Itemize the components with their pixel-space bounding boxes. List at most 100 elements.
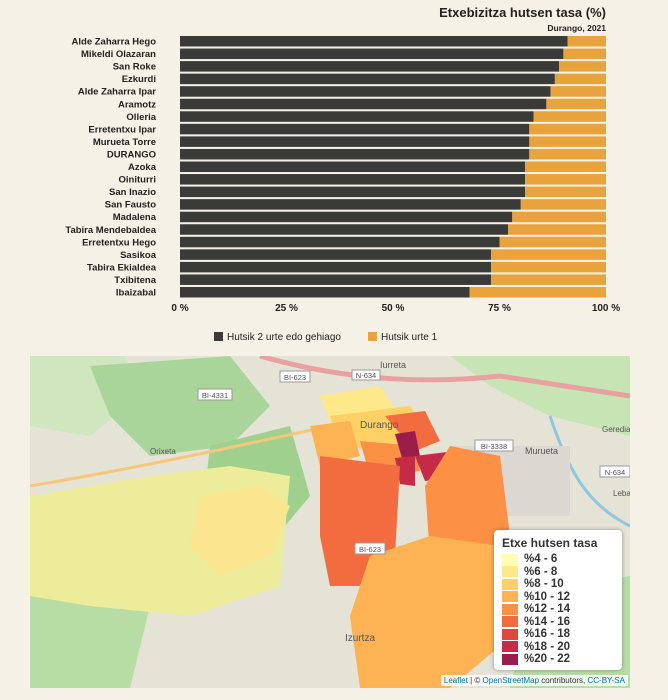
map-legend-item: %6 - 8 bbox=[502, 566, 614, 579]
category-label: Olleria bbox=[126, 112, 156, 123]
x-tick-label: 25 % bbox=[275, 303, 298, 314]
osm-link[interactable]: OpenStreetMap bbox=[482, 676, 540, 685]
map-legend-swatch bbox=[502, 616, 518, 628]
map-legend-item: %8 - 10 bbox=[502, 578, 614, 591]
legend-label: Hutsik urte 1 bbox=[381, 332, 438, 343]
leaflet-link[interactable]: Leaflet bbox=[443, 676, 468, 685]
category-label: Ibaizabal bbox=[116, 288, 156, 299]
category-label: Tabira Mendebaldea bbox=[65, 225, 156, 236]
bar-long-term bbox=[180, 274, 491, 285]
map-legend-item: %14 - 16 bbox=[502, 616, 614, 629]
category-label: Murueta Torre bbox=[93, 137, 156, 148]
map-legend-label: %4 - 6 bbox=[524, 553, 558, 566]
bar-one-year bbox=[508, 224, 606, 235]
bar-one-year bbox=[520, 199, 606, 210]
map-legend-swatch bbox=[502, 653, 518, 665]
river bbox=[548, 415, 630, 528]
category-label: San Inazio bbox=[109, 187, 156, 198]
bar-one-year bbox=[490, 274, 606, 285]
map-legend-swatch bbox=[502, 603, 518, 615]
x-tick-label: 75 % bbox=[488, 303, 511, 314]
svg-text:BI-4331: BI-4331 bbox=[202, 391, 228, 400]
map-legend-swatch bbox=[502, 553, 518, 565]
stacked-bar-chart: Etxebizitza hutsen tasa (%) Durango, 202… bbox=[65, 5, 620, 343]
map-legend-swatch bbox=[502, 628, 518, 640]
map-legend-label: %8 - 10 bbox=[524, 578, 564, 591]
map-legend-label: %18 - 20 bbox=[524, 640, 571, 653]
bar-long-term bbox=[180, 148, 530, 160]
bar-one-year bbox=[529, 123, 606, 135]
bar-long-term bbox=[180, 136, 530, 147]
category-label: San Fausto bbox=[105, 200, 156, 211]
district-polygon[interactable] bbox=[385, 411, 440, 451]
legend-label: Hutsik 2 urte edo gehiago bbox=[227, 332, 341, 343]
x-tick-label: 100 % bbox=[592, 303, 620, 314]
chart-subtitle: Durango, 2021 bbox=[547, 23, 606, 33]
road-shield: BI-623 bbox=[354, 542, 386, 555]
bar-one-year bbox=[499, 236, 606, 248]
category-label: Erretentxu Hego bbox=[82, 237, 156, 248]
map-legend-title: Etxe hutsen tasa bbox=[502, 536, 598, 550]
category-label: Madalena bbox=[113, 212, 157, 223]
road-shield: N-634 bbox=[351, 369, 381, 381]
bar-one-year bbox=[525, 174, 606, 185]
bar-long-term bbox=[180, 73, 555, 85]
license-link[interactable]: CC-BY-SA bbox=[587, 676, 626, 685]
road bbox=[30, 424, 331, 488]
x-tick-label: 0 % bbox=[171, 303, 188, 314]
map-legend-swatch bbox=[502, 641, 518, 653]
x-tick-label: 50 % bbox=[382, 303, 405, 314]
bar-one-year bbox=[490, 261, 606, 273]
bar-one-year bbox=[533, 111, 606, 122]
map-legend-label: %6 - 8 bbox=[524, 565, 558, 578]
district-polygon[interactable] bbox=[395, 456, 415, 486]
district-polygon[interactable] bbox=[425, 446, 510, 556]
place-label: Leba bbox=[613, 489, 630, 498]
bar-one-year bbox=[559, 61, 606, 72]
svg-text:BI-3338: BI-3338 bbox=[481, 442, 507, 451]
category-label: Txibitena bbox=[114, 275, 156, 286]
map-legend-label: %14 - 16 bbox=[524, 615, 571, 628]
road-shield: BI-4331 bbox=[197, 388, 233, 401]
place-label: Izurtza bbox=[345, 633, 375, 644]
bar-long-term bbox=[180, 111, 534, 122]
district-polygon[interactable] bbox=[310, 421, 360, 466]
bar-long-term bbox=[180, 36, 568, 47]
bar-long-term bbox=[180, 86, 551, 97]
bar-long-term bbox=[180, 61, 560, 72]
bar-long-term bbox=[180, 224, 509, 235]
bar-one-year bbox=[512, 211, 606, 223]
bar-long-term bbox=[180, 249, 491, 260]
bar-long-term bbox=[180, 161, 526, 172]
bar-one-year bbox=[525, 186, 606, 198]
bar-one-year bbox=[546, 98, 606, 110]
category-label: Mikeldi Olazaran bbox=[81, 49, 156, 60]
chart-title: Etxebizitza hutsen tasa (%) bbox=[439, 5, 606, 20]
district-polygon[interactable] bbox=[190, 486, 290, 576]
legend-swatch bbox=[368, 332, 377, 341]
svg-text:N-634: N-634 bbox=[605, 468, 625, 477]
bar-long-term bbox=[180, 174, 526, 185]
category-label: Oiniturri bbox=[119, 175, 156, 186]
bar-long-term bbox=[180, 98, 547, 110]
map-attribution: Leaflet | © OpenStreetMap contributors, … bbox=[440, 675, 628, 686]
road-shield: N-634 bbox=[599, 465, 630, 478]
bar-long-term bbox=[180, 261, 491, 273]
map-legend-item: %18 - 20 bbox=[502, 641, 614, 654]
bar-long-term bbox=[180, 211, 513, 223]
district-polygon[interactable] bbox=[350, 536, 530, 688]
category-label: San Roke bbox=[113, 62, 156, 73]
place-label: Durango bbox=[360, 420, 399, 431]
bar-one-year bbox=[563, 48, 606, 60]
place-label: Orixeta bbox=[150, 447, 176, 456]
category-label: Tabira Ekialdea bbox=[87, 262, 157, 273]
map-legend: Etxe hutsen tasa %4 - 6 %6 - 8 %8 - 10 %10 … bbox=[494, 530, 622, 670]
category-label: Aramotz bbox=[118, 99, 156, 110]
bars-layer bbox=[180, 36, 606, 298]
legend-swatch bbox=[214, 332, 223, 341]
bar-long-term bbox=[180, 48, 564, 60]
district-polygon[interactable] bbox=[395, 431, 420, 458]
category-label: Ezkurdi bbox=[122, 74, 156, 85]
bar-one-year bbox=[525, 161, 606, 172]
map-legend-swatch bbox=[502, 566, 518, 578]
